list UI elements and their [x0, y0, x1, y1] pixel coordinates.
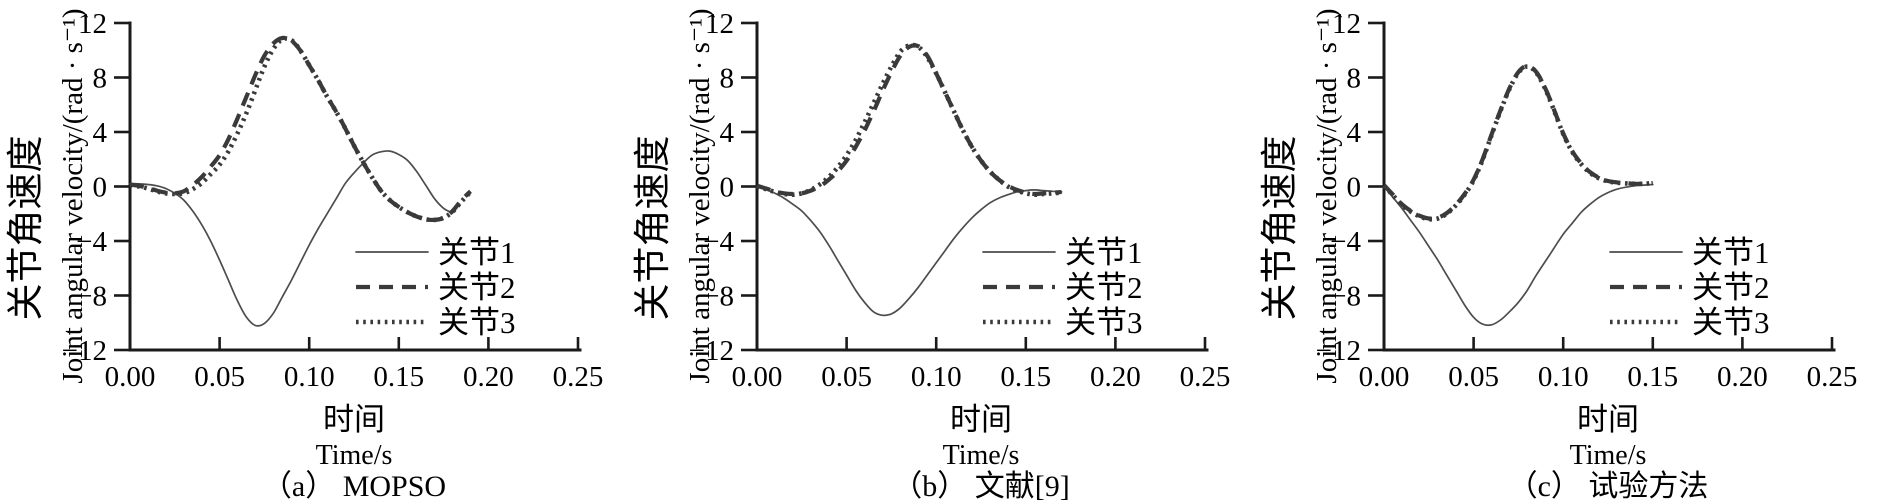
x-axis-label-cn: 时间: [323, 402, 385, 437]
legend-label-joint-2: 关节2: [1692, 270, 1770, 305]
legend-label-joint-1: 关节1: [1692, 235, 1770, 270]
legend-label-joint-2: 关节2: [1065, 270, 1143, 305]
x-axis-label-en: Time/s: [1570, 440, 1647, 471]
legend-label-joint-3: 关节3: [438, 305, 516, 340]
legend-label-joint-3: 关节3: [1692, 305, 1770, 340]
x-tick-label: 0.15: [1000, 361, 1051, 393]
x-tick-label: 0.10: [911, 361, 962, 393]
x-tick-label: 0.05: [821, 361, 872, 393]
y-tick-label: −12: [62, 335, 107, 367]
y-axis-label-en: Joint angular velocity/(rad · s⁻¹): [684, 8, 716, 383]
x-tick-label: 0.15: [373, 361, 424, 393]
legend-label-joint-3: 关节3: [1065, 305, 1143, 340]
series-line-joint-2: [756, 43, 1062, 197]
x-tick-label: 0.25: [553, 361, 604, 393]
y-axis-label-en: Joint angular velocity/(rad · s⁻¹): [1311, 8, 1343, 383]
y-tick-label: 8: [93, 63, 108, 95]
x-tick-label: 0.10: [284, 361, 335, 393]
x-axis-label-en: Time/s: [316, 440, 393, 471]
y-tick-label: 12: [78, 8, 107, 40]
y-tick-label: −12: [1316, 335, 1361, 367]
x-tick-label: 0.05: [194, 361, 245, 393]
series-line-joint-3: [129, 36, 473, 223]
x-tick-label: 0.20: [463, 361, 514, 393]
y-tick-label: 8: [720, 63, 735, 95]
y-tick-label: 4: [720, 117, 735, 149]
y-tick-label: −8: [703, 281, 734, 313]
y-tick-label: −8: [76, 281, 107, 313]
y-tick-label: 12: [705, 8, 734, 40]
x-tick-label: 0.05: [1448, 361, 1499, 393]
x-tick-label: 0.20: [1717, 361, 1768, 393]
legend-label-joint-1: 关节1: [1065, 235, 1143, 270]
x-tick-label: 0.25: [1180, 361, 1231, 393]
chart-panel-reference-9: 关节角速度 Joint angular velocity/(rad · s⁻¹)−…: [632, 8, 1231, 503]
panel-caption: （a） MOPSO: [262, 470, 446, 503]
y-axis-label-cn: 关节角速度: [5, 136, 47, 321]
x-tick-label: 0.15: [1627, 361, 1678, 393]
series-line-joint-3: [1382, 64, 1653, 222]
series-line-joint-2: [1382, 63, 1653, 221]
y-tick-label: −4: [76, 226, 107, 258]
y-axis-label-cn: 关节角速度: [632, 136, 674, 321]
legend-label-joint-2: 关节2: [438, 270, 516, 305]
y-tick-label: 0: [1347, 172, 1362, 204]
x-tick-label: 0.00: [105, 361, 156, 393]
series-line-joint-3: [756, 42, 1062, 198]
y-tick-label: −8: [1330, 281, 1361, 313]
y-axis-label-cn: 关节角速度: [1259, 136, 1301, 321]
y-tick-label: 12: [1332, 8, 1361, 40]
y-tick-label: 4: [93, 117, 108, 149]
series-line-joint-1: [1383, 183, 1654, 327]
chart-panel-mopso: 关节角速度 Joint angular velocity/(rad · s⁻¹)−…: [5, 8, 604, 503]
x-axis-label-cn: 时间: [1577, 402, 1639, 437]
panel-caption: （c） 试验方法: [1508, 470, 1709, 503]
y-tick-label: 8: [1347, 63, 1362, 95]
panel-caption: （b） 文献[9]: [892, 470, 1069, 503]
y-tick-label: −4: [703, 226, 734, 258]
chart-panel-experimental-method: 关节角速度 Joint angular velocity/(rad · s⁻¹)−…: [1259, 8, 1858, 503]
legend-label-joint-1: 关节1: [438, 235, 516, 270]
x-tick-label: 0.25: [1807, 361, 1858, 393]
y-axis-label-en: Joint angular velocity/(rad · s⁻¹): [57, 8, 89, 383]
x-tick-label: 0.10: [1538, 361, 1589, 393]
x-tick-label: 0.20: [1090, 361, 1141, 393]
x-axis-label-cn: 时间: [950, 402, 1012, 437]
y-tick-label: 4: [1347, 117, 1362, 149]
y-tick-label: −12: [689, 335, 734, 367]
y-tick-label: 0: [93, 172, 108, 204]
x-axis-label-en: Time/s: [943, 440, 1020, 471]
y-tick-label: −4: [1330, 226, 1361, 258]
y-tick-label: 0: [720, 172, 735, 204]
series-line-joint-1: [756, 185, 1063, 317]
x-tick-label: 0.00: [732, 361, 783, 393]
x-tick-label: 0.00: [1359, 361, 1410, 393]
series-line-joint-1: [129, 150, 454, 327]
